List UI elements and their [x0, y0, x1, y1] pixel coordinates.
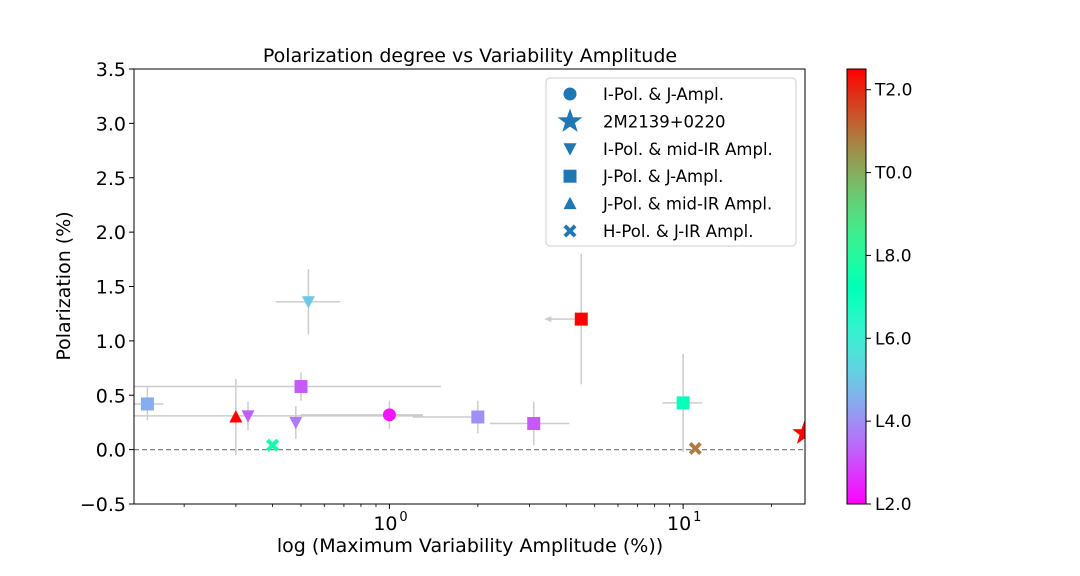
data-point-square — [471, 410, 485, 424]
y-tick-label: 3.0 — [96, 113, 126, 135]
upper-limit-arrowhead — [544, 316, 552, 323]
data-point-triangle-down — [289, 416, 303, 430]
y-tick-label: 1.0 — [96, 331, 126, 353]
legend-marker-triangle-down — [563, 143, 577, 156]
colorbar-tick-label: L6.0 — [875, 329, 912, 349]
legend-label: I-Pol. & J-Ampl. — [603, 85, 724, 104]
data-point-triangle-up — [229, 410, 243, 423]
y-axis: −0.5 0.0 0.5 1.0 1.5 2.0 2.5 3.0 3.5 — [80, 59, 134, 516]
legend-label: H-Pol. & J-IR Ampl. — [603, 222, 753, 241]
colorbar: L2.0 L4.0 L6.0 L8.0 T0.0 T2.0 — [846, 68, 912, 515]
legend: I-Pol. & J-Ampl. 2M2139+0220 I-Pol. & mid-… — [545, 77, 797, 247]
colorbar-gradient — [846, 68, 867, 505]
legend-marker-circle — [563, 87, 577, 101]
data-point-x — [688, 442, 702, 456]
x-tick-label-exponent: 0 — [399, 510, 407, 525]
y-tick-label: 0.0 — [96, 440, 126, 462]
y-tick-label: −0.5 — [80, 494, 126, 516]
y-tick-label: 2.5 — [96, 168, 126, 190]
data-point-square — [676, 396, 690, 410]
legend-marker-x — [563, 224, 577, 238]
data-point-square — [140, 397, 154, 411]
data-point-circle — [382, 408, 396, 422]
data-point-square — [294, 380, 308, 394]
x-axis-label: log (Maximum Variability Amplitude (%)) — [277, 535, 663, 557]
x-tick-label-exponent: 1 — [693, 510, 701, 525]
data-point-square — [527, 417, 541, 431]
x-tick-label: 10 — [373, 513, 397, 535]
x-axis: 10 0 10 1 — [183, 504, 772, 535]
y-axis-label: Polarization (%) — [53, 211, 75, 360]
y-tick-label: 0.5 — [96, 385, 126, 407]
legend-label: I-Pol. & mid-IR Ampl. — [603, 140, 773, 159]
colorbar-tick-label: T0.0 — [874, 164, 912, 184]
plot-area — [134, 253, 805, 456]
colorbar-tick-label: T2.0 — [874, 81, 912, 101]
data-point-x — [266, 438, 280, 452]
data-point-star — [792, 420, 805, 444]
legend-label: 2M2139+0220 — [603, 112, 726, 131]
colorbar-tick-label: L4.0 — [875, 412, 912, 432]
data-point-triangle-down — [301, 296, 315, 309]
legend-label: J-Pol. & mid-IR Ampl. — [602, 195, 772, 214]
legend-marker-star — [557, 108, 583, 132]
x-tick-label: 10 — [667, 513, 691, 535]
data-point-square — [574, 312, 588, 326]
legend-marker-triangle-up — [563, 196, 577, 210]
legend-marker-square — [563, 169, 577, 183]
chart-title: Polarization degree vs Variability Ampli… — [263, 45, 677, 67]
y-tick-label: 1.5 — [96, 277, 126, 299]
legend-label: J-Pol. & J-Ampl. — [602, 167, 723, 186]
legend-box — [545, 77, 797, 247]
colorbar-tick-label: L8.0 — [875, 246, 912, 266]
colorbar-tick-label: L2.0 — [875, 495, 912, 515]
y-tick-label: 3.5 — [96, 59, 126, 81]
data-point-triangle-down — [241, 410, 255, 423]
y-tick-label: 2.0 — [96, 222, 126, 244]
